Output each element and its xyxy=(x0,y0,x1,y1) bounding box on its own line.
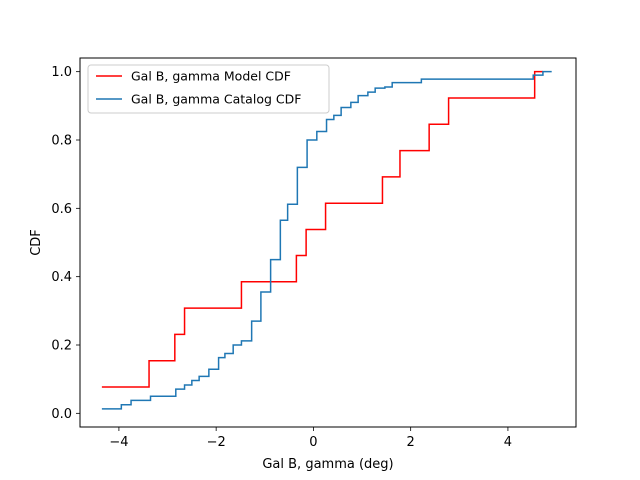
x-tick-label: −2 xyxy=(207,435,226,450)
y-tick-label: 1.0 xyxy=(51,65,72,80)
x-axis-ticks: −4 −2 0 2 4 xyxy=(109,427,512,450)
axes-frame xyxy=(79,57,577,428)
legend-label-catalog: Gal B, gamma Catalog CDF xyxy=(131,92,301,107)
x-tick-label: 0 xyxy=(309,435,317,450)
x-axis-label: Gal B, gamma (deg) xyxy=(262,457,393,472)
x-tick-label: −4 xyxy=(109,435,128,450)
y-axis-ticks: 0.0 0.2 0.4 0.6 0.8 1.0 xyxy=(51,65,80,422)
x-tick-label: 4 xyxy=(504,435,512,450)
catalog-cdf-line xyxy=(101,70,552,410)
y-axis-label: CDF xyxy=(29,229,44,256)
legend-label-model: Gal B, gamma Model CDF xyxy=(131,69,291,84)
y-tick-label: 0.2 xyxy=(51,339,72,354)
legend: Gal B, gamma Model CDF Gal B, gamma Cata… xyxy=(87,64,330,114)
model-cdf-line xyxy=(101,70,543,388)
legend-box xyxy=(87,64,330,114)
y-tick-label: 0.8 xyxy=(51,134,72,149)
y-tick-label: 0.0 xyxy=(51,407,72,422)
y-tick-label: 0.4 xyxy=(51,270,72,285)
plot-area: −4 −2 0 2 4 0.0 0.2 0.4 0.6 0.8 1.0 xyxy=(51,57,577,450)
x-tick-label: 2 xyxy=(407,435,415,450)
y-tick-label: 0.6 xyxy=(51,202,72,217)
series-layer xyxy=(101,70,552,410)
